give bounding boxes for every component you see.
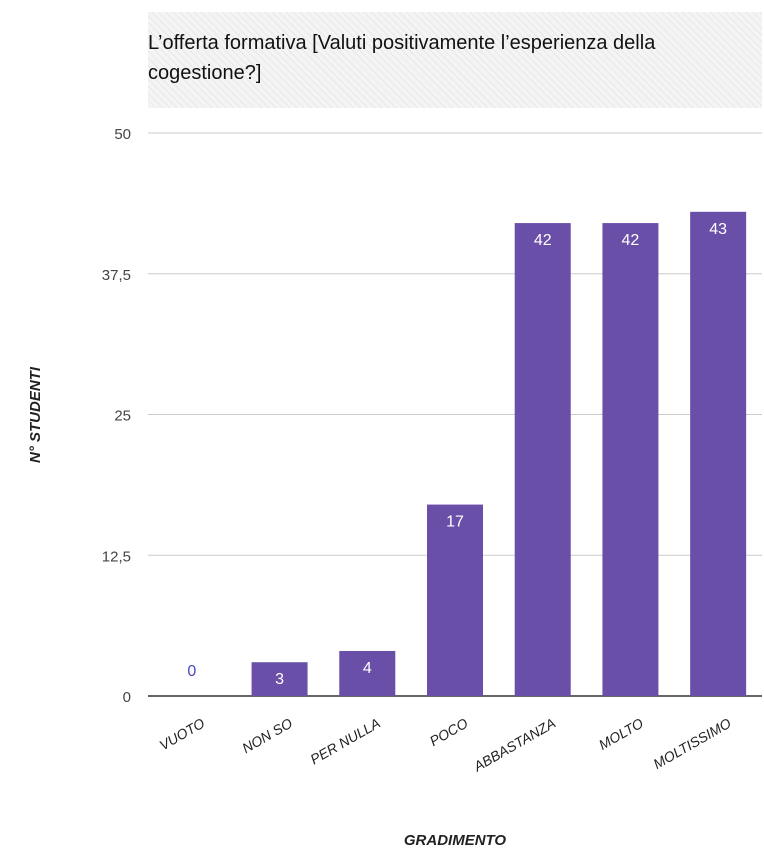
bar [602, 223, 659, 696]
y-tick-label: 25 [114, 408, 131, 425]
x-tick-label: NON SO [239, 715, 295, 757]
y-axis-title: N° STUDENTI [27, 366, 44, 463]
bar [427, 504, 483, 696]
y-tick-label: 12,5 [102, 548, 131, 565]
data-label: 17 [446, 514, 464, 531]
bar [690, 211, 747, 696]
data-label: 42 [534, 232, 552, 249]
x-tick-label: VUOTO [156, 715, 207, 754]
y-tick-label: 37,5 [102, 267, 131, 284]
data-label: 0 [187, 663, 196, 680]
bar [251, 662, 308, 696]
bar [514, 223, 571, 696]
x-tick-label: ABBASTANZA [470, 715, 558, 775]
data-label: 4 [363, 660, 372, 677]
chart-title-box: L’offerta formativa [Valuti positivament… [148, 12, 762, 108]
x-tick-label: MOLTISSIMO [650, 715, 733, 772]
x-tick-label: POCO [427, 715, 471, 750]
y-tick-label: 0 [123, 689, 131, 706]
y-tick-label: 50 [114, 126, 131, 143]
x-axis-title: GRADIMENTO [404, 832, 507, 849]
data-label: 3 [275, 671, 284, 688]
x-tick-label: MOLTO [596, 715, 646, 753]
chart-title: L’offerta formativa [Valuti positivament… [148, 32, 656, 84]
x-tick-label: PER NULLA [307, 715, 382, 768]
data-label: 42 [622, 232, 640, 249]
bar [339, 650, 396, 696]
data-label: 43 [709, 221, 727, 238]
